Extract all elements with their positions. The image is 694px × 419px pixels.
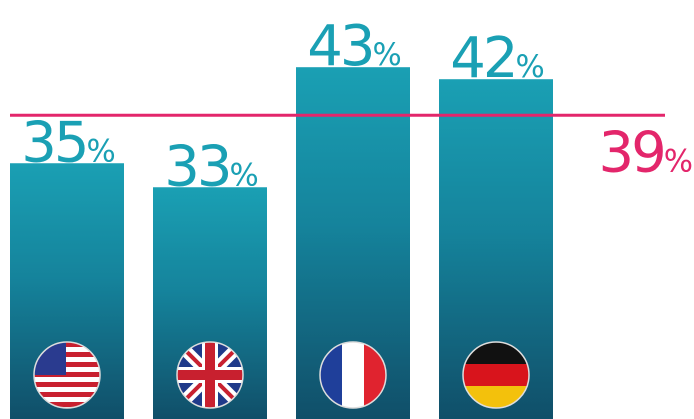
flag-france	[320, 342, 386, 408]
value-label: 33%	[164, 134, 257, 199]
flag-uk	[177, 342, 243, 408]
flag-germany	[463, 342, 529, 408]
flags	[33, 341, 530, 409]
value-label: 35%	[21, 110, 114, 175]
reference-label: 39%	[598, 120, 691, 185]
value-label: 42%	[450, 26, 543, 91]
value-label: 43%	[307, 14, 400, 79]
